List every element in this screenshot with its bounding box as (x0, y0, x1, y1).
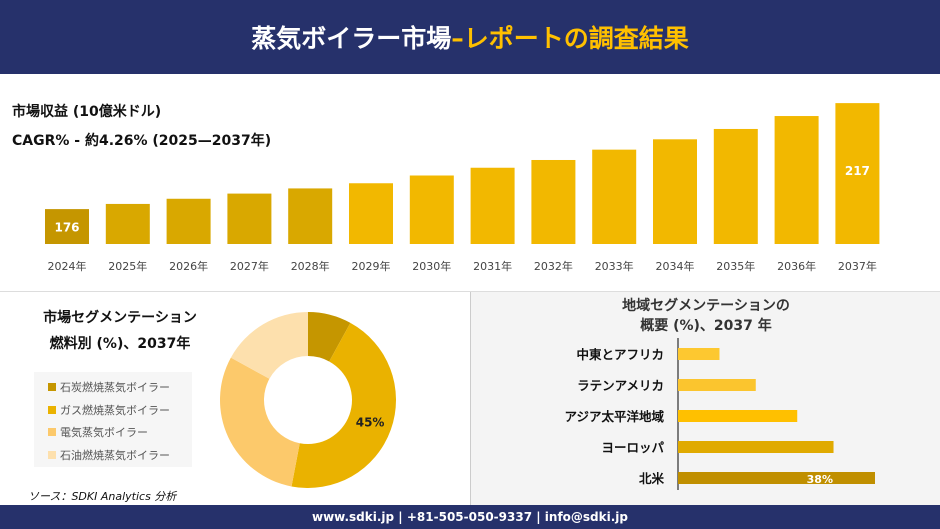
legend-label: 石油燃焼蒸気ボイラー (60, 448, 170, 462)
y-tick-label: ラテンアメリカ (577, 378, 664, 393)
bar-2036年 (774, 116, 819, 244)
legend-label: ガス燃焼蒸気ボイラー (60, 403, 170, 417)
legend-swatch (48, 428, 56, 437)
data-label: 217 (845, 164, 870, 178)
title: 蒸気ボイラー市場 (251, 24, 452, 53)
donut-slice-0 (308, 312, 351, 362)
bar-2032年 (531, 159, 576, 244)
x-tick-label: 2030年 (412, 259, 451, 273)
x-tick-label: 2035年 (716, 259, 755, 273)
fuel-donut-chart: 45% (220, 312, 396, 488)
footer-contact: www.sdki.jp | +81-505-050-9337 | info@sd… (0, 505, 940, 529)
x-tick-label: 2029年 (352, 259, 391, 273)
x-tick-label: 2025年 (108, 259, 147, 273)
x-tick-label: 2026年 (169, 259, 208, 273)
fuel-legend: 石炭燃焼蒸気ボイラー ガス燃焼蒸気ボイラー 電気蒸気ボイラー石油燃焼蒸気ボイラー (34, 372, 192, 467)
legend-label: 石炭燃焼蒸気ボイラー (60, 381, 170, 395)
legend-label: 電気蒸気ボイラー (60, 426, 148, 440)
y-tick-label: アジア太平洋地域 (564, 409, 664, 424)
bar-2031年 (470, 167, 515, 244)
legend-item: 石炭燃焼蒸気ボイラー (48, 376, 192, 399)
x-tick-label: 2027年 (230, 259, 269, 273)
donut-slice-3 (230, 312, 308, 379)
bar-2027年 (227, 193, 272, 244)
bar-北米 (678, 472, 875, 484)
bar-ラテンアメリカ (678, 379, 756, 391)
bar-2025年 (105, 203, 150, 244)
y-tick-label: 中東とアフリカ (576, 347, 664, 362)
bar-2033年 (592, 149, 637, 244)
bar-2037年 (835, 103, 880, 245)
revenue-title: 市場収益 (10億米ドル) (12, 104, 162, 120)
legend-item: ガス燃焼蒸気ボイラー (48, 399, 192, 422)
legend-item: 石油燃焼蒸気ボイラー (48, 444, 192, 467)
bar-アジア太平洋地域 (678, 410, 798, 422)
bar-ヨーロッパ (678, 441, 834, 453)
x-tick-label: 2028年 (291, 259, 330, 273)
x-tick-label: 2037年 (838, 259, 877, 273)
x-tick-label: 2036年 (777, 259, 816, 273)
legend-swatch (48, 383, 56, 392)
bar-2028年 (288, 188, 333, 244)
bar-中東とアフリカ (678, 348, 720, 360)
data-label: 176 (54, 221, 79, 235)
revenue-bar-chart: 2024年 176 2025年 2026年 2027年 2028年 2029年 2030年 20… (45, 103, 880, 273)
legend-item: 電気蒸気ボイラー (48, 421, 192, 444)
donut-slice-2 (220, 357, 300, 487)
revenue-panel: 市場収益 (10億米ドル) CAGR% - 約4.26% (2025—2037年… (0, 74, 940, 292)
x-tick-label: 2031年 (473, 259, 512, 273)
x-tick-label: 2033年 (595, 259, 634, 273)
data-label: 45% (356, 415, 385, 429)
bar-2029年 (349, 183, 393, 244)
region-title-2: 概要 (%)、2037 年 (640, 318, 772, 334)
title-highlight: –レポートの調査結果 (451, 24, 689, 53)
bar-2026年 (166, 198, 211, 244)
legend-swatch (48, 450, 56, 459)
x-tick-label: 2024年 (48, 259, 87, 273)
legend-swatch (48, 405, 56, 414)
region-segment-panel: 地域セグメンテーションの 概要 (%)、2037 年 中東とアフリカ ラテンアメリ… (470, 292, 940, 505)
donut-slice-1 (291, 322, 396, 488)
fuel-title-1: 市場セグメンテーション (43, 310, 197, 326)
fuel-segment-panel: 市場セグメンテーション 燃料別 (%)、2037年 45% (0, 292, 470, 505)
source-note: ソース：SDKI Analytics 分析 (28, 490, 177, 503)
bar-2034年 (653, 139, 697, 244)
header-banner: 蒸気ボイラー市場 –レポートの調査結果 (0, 0, 940, 74)
bar-2030年 (409, 175, 454, 244)
y-tick-label: 北米 (639, 471, 665, 486)
x-tick-label: 2034年 (656, 259, 695, 273)
bar-2024年 (45, 209, 89, 244)
region-title-1: 地域セグメンテーションの (622, 298, 790, 314)
fuel-title-2: 燃料別 (%)、2037年 (49, 336, 191, 352)
x-tick-label: 2032年 (534, 259, 573, 273)
cagr-text: CAGR% - 約4.26% (2025—2037年) (12, 133, 272, 149)
y-tick-label: ヨーロッパ (601, 440, 664, 455)
data-label: 38% (807, 473, 833, 486)
bar-2035年 (713, 128, 758, 244)
